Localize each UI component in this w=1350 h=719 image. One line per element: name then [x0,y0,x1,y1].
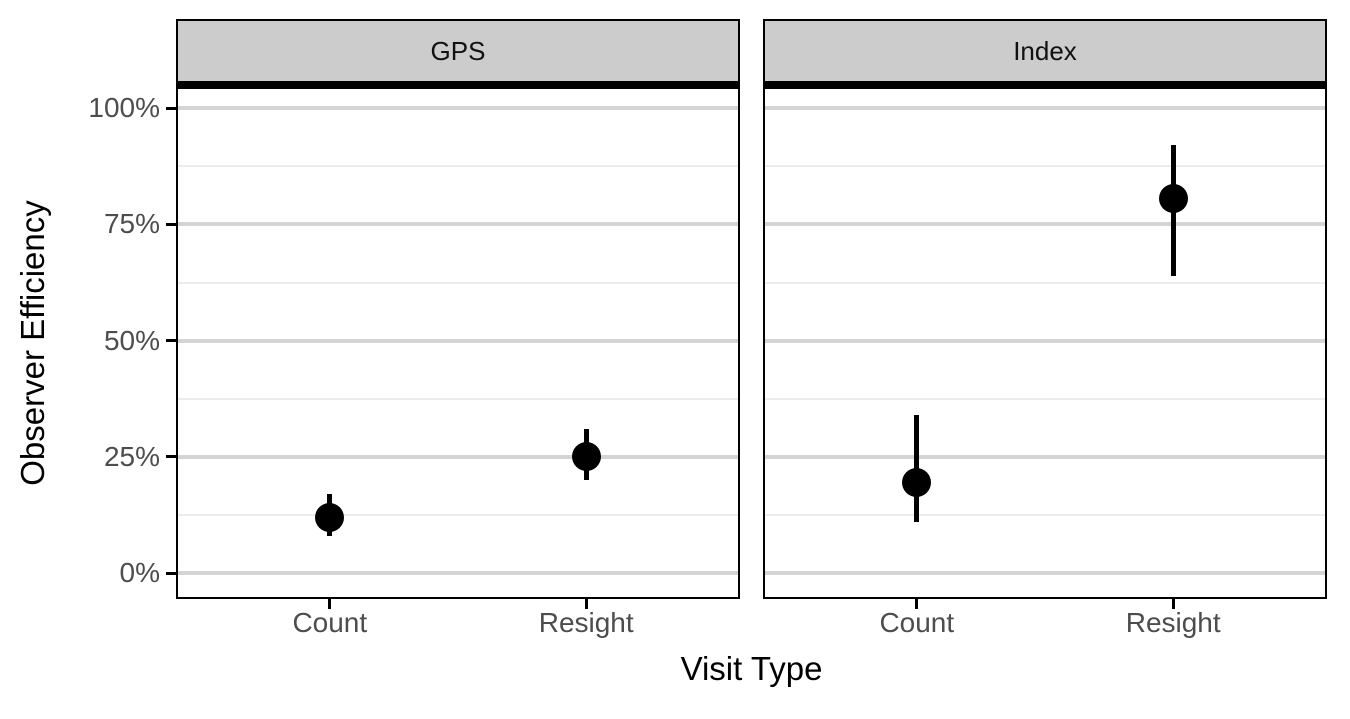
x-tick [915,599,919,609]
gridline-minor [178,281,738,284]
gridline-major [765,106,1325,111]
x-tick [1171,599,1175,609]
x-tick [328,599,332,609]
x-tick-label: Count [879,607,955,638]
x-tick-label: Resight [538,607,634,638]
y-tick-label: 25% [103,440,160,472]
point-estimate-count [315,502,345,532]
gridline-major [178,222,738,227]
y-tick [166,106,176,110]
x-tick-label: Resight [1125,607,1221,638]
facet-strip-index: Index [763,19,1327,83]
gridline-minor [178,165,738,168]
y-tick [166,339,176,343]
x-tick [584,599,588,609]
facet-divider-gps [176,83,740,89]
facet-strip-index-label: Index [1013,35,1077,66]
gridline-minor [178,514,738,517]
gridline-minor [765,514,1325,517]
gridline-major [178,338,738,343]
plot-panel-gps [176,89,740,599]
gridline-major [765,454,1325,459]
y-tick-label: 50% [103,324,160,356]
y-tick [166,571,176,575]
y-tick-label: 100% [88,92,160,124]
x-tick-label: Count [292,607,368,638]
facet-strip-gps: GPS [176,19,740,83]
gridline-major [178,106,738,111]
gridline-major [765,338,1325,343]
x-axis-title: Visit Type [680,650,823,687]
plot-panel-index [763,89,1327,599]
point-estimate-resight [571,442,601,472]
gridline-minor [765,397,1325,400]
gridline-major [178,571,738,576]
y-tick [166,455,176,459]
facet-divider-index [763,83,1327,89]
y-tick-label: 0% [119,557,160,589]
point-estimate-count [902,468,932,498]
point-estimate-resight [1158,184,1188,214]
gridline-major [178,454,738,459]
y-tick [166,222,176,226]
y-tick-label: 75% [103,208,160,240]
facet-strip-gps-label: GPS [430,35,486,66]
gridline-major [765,222,1325,227]
gridline-minor [765,165,1325,168]
gridline-minor [178,397,738,400]
gridline-major [765,571,1325,576]
gridline-minor [765,281,1325,284]
